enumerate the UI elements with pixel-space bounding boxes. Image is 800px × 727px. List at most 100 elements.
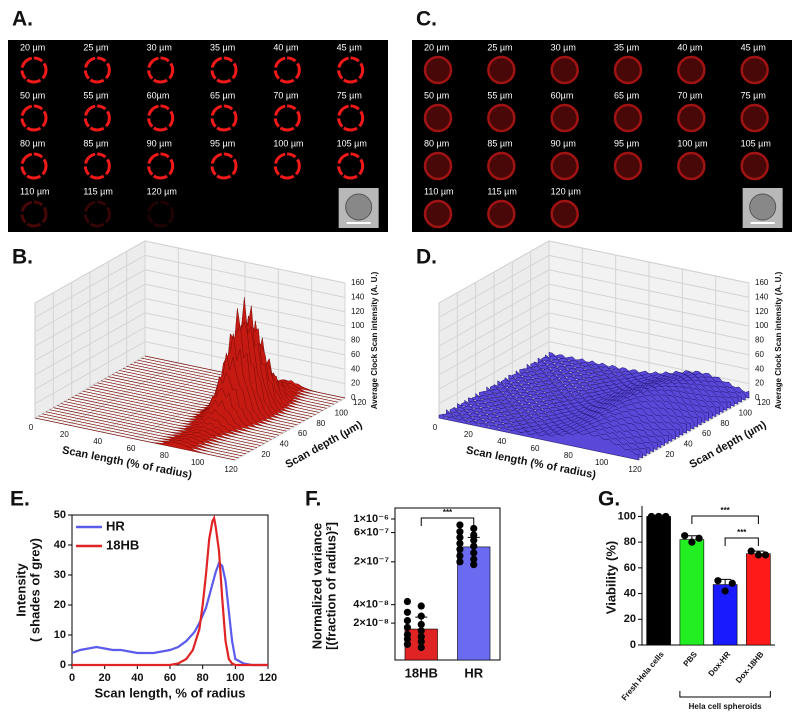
- depth-label: 110 µm: [424, 186, 454, 196]
- spheroid-image: [20, 104, 48, 132]
- spheroid-image: [20, 152, 48, 180]
- image-background: [8, 40, 388, 232]
- depth-label: 120 µm: [551, 186, 581, 196]
- spheroid-image: [487, 151, 516, 181]
- x-tick-label: 20: [60, 430, 69, 439]
- y-tick-label: 100: [618, 510, 636, 522]
- spheroid-body: [423, 103, 453, 133]
- spheroid-image: [423, 151, 453, 181]
- y-axis-label: Normalized variance: [309, 523, 324, 649]
- spheroid-body: [740, 151, 769, 181]
- spheroid-body: [487, 103, 516, 133]
- spheroid-image: [550, 199, 579, 229]
- spheroid-image: [487, 103, 516, 133]
- x-tick-label: Fresh Hela cells: [620, 649, 666, 702]
- spheroid-image: [83, 152, 111, 180]
- x-tick-label: Dox-HR: [707, 650, 733, 678]
- z-tick-label: 100: [755, 321, 769, 330]
- y-tick-label: 40: [54, 539, 66, 551]
- x-tick-label: 20: [464, 430, 473, 439]
- depth-label: 55 µm: [83, 90, 108, 100]
- spheroid-ring: [147, 200, 175, 228]
- data-point: [417, 627, 425, 635]
- spheroid-image: [20, 56, 48, 84]
- y-tick-label: 4×10⁻⁸: [353, 599, 389, 611]
- z-axis-label: Average Clock Scan intensity (A. U.): [370, 271, 379, 409]
- depth-label: 45 µm: [337, 42, 362, 52]
- line-series: [71, 561, 268, 667]
- spheroid-image: [423, 55, 453, 85]
- x-tick-label: 60: [127, 444, 136, 453]
- significance-label: ***: [737, 528, 747, 537]
- panel-label: D.: [416, 246, 437, 269]
- spheroid-image: [613, 55, 643, 85]
- spheroid-body: [550, 55, 579, 85]
- z-tick-label: 140: [351, 292, 365, 301]
- z-tick-label: 40: [351, 364, 360, 373]
- depth-label: 90 µm: [147, 138, 172, 148]
- data-point: [728, 579, 736, 587]
- panel-label: G.: [598, 488, 620, 511]
- z-axis-label: Average Clock Scan intensity (A. U.): [774, 271, 783, 409]
- y-tick-label: 60: [624, 562, 636, 574]
- data-point: [681, 532, 689, 540]
- y-tick-label: 20: [624, 613, 636, 625]
- spheroid-body: [423, 151, 453, 181]
- data-point: [456, 558, 464, 566]
- significance-bracket: [724, 537, 759, 546]
- depth-label: 30 µm: [147, 42, 172, 52]
- spheroid-body: [677, 55, 706, 85]
- spheroid-ring: [273, 104, 301, 132]
- z-tick-label: 20: [755, 379, 764, 388]
- data-point: [470, 524, 478, 533]
- spheroid-image: [337, 152, 365, 180]
- spheroid-ring: [273, 152, 301, 180]
- depth-label: 50 µm: [20, 90, 45, 100]
- spheroid-body: [613, 103, 643, 133]
- spheroid-image: [83, 200, 111, 228]
- depth-label: 75 µm: [741, 90, 766, 100]
- z-tick-label: 60: [351, 350, 360, 359]
- x-tick-label: 120: [224, 465, 238, 474]
- spheroid-body: [740, 55, 769, 85]
- spheroid-body: [487, 55, 516, 85]
- depth-label: 25 µm: [83, 42, 108, 52]
- y-tick-label: 1×10⁻⁶: [353, 513, 389, 525]
- data-point: [456, 528, 464, 536]
- data-point: [403, 616, 412, 625]
- data-point: [456, 533, 464, 542]
- depth-label: 85 µm: [487, 138, 512, 148]
- group-bracket: [679, 691, 771, 698]
- spheroid-image: [147, 200, 175, 228]
- spheroid-body: [677, 103, 706, 133]
- spheroid-body: [487, 151, 516, 181]
- y-axis-label: ( shades of grey): [27, 538, 42, 642]
- y-tick-label: 0: [630, 639, 636, 651]
- panel-label: A.: [12, 8, 33, 31]
- spheroid-image: [210, 104, 238, 132]
- depth-label: 100 µm: [273, 138, 303, 148]
- spheroid-ring: [210, 152, 238, 180]
- data-point: [470, 561, 478, 569]
- x-tick-label: 100: [226, 672, 244, 684]
- data-point: [761, 551, 770, 559]
- y-tick-label: 100: [335, 408, 349, 417]
- spheroid-body: [740, 103, 769, 133]
- data-point: [721, 587, 729, 595]
- y-tick-label: 10: [54, 629, 66, 641]
- spheroid-ring: [337, 152, 365, 180]
- y-tick-label: 40: [280, 439, 289, 448]
- depth-label: 65 µm: [614, 90, 639, 100]
- y-tick-label: 40: [624, 587, 636, 599]
- x-tick-label: 120: [628, 465, 642, 474]
- spheroid-ring: [83, 56, 111, 84]
- legend-label: 18HB: [106, 537, 139, 552]
- depth-label: 40 µm: [273, 42, 298, 52]
- y-axis-label: Intensity: [13, 563, 28, 617]
- x-tick-label: 0: [29, 423, 34, 432]
- x-tick-label: 40: [497, 437, 506, 446]
- spheroid-image: [337, 104, 365, 132]
- data-point: [470, 549, 478, 557]
- spheroid-image: [273, 104, 301, 132]
- data-point: [695, 534, 703, 542]
